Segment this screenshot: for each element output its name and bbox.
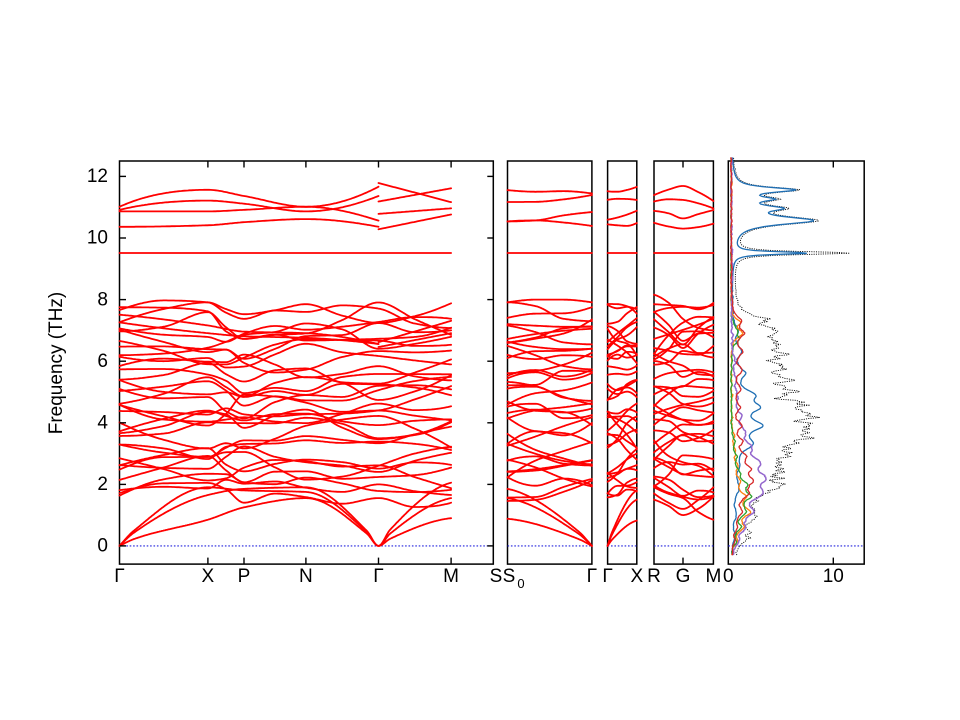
svg-text:0: 0 (517, 576, 524, 591)
svg-text:R: R (647, 566, 661, 587)
svg-text:Frequency (THz): Frequency (THz) (46, 292, 67, 435)
svg-text:10: 10 (823, 566, 844, 587)
svg-text:0: 0 (97, 536, 108, 557)
svg-text:Γ: Γ (114, 566, 124, 587)
svg-text:N: N (299, 566, 313, 587)
svg-text:0: 0 (723, 566, 734, 587)
svg-text:S: S (503, 566, 516, 587)
svg-text:8: 8 (97, 289, 108, 310)
svg-text:Γ: Γ (373, 566, 383, 587)
svg-text:M: M (443, 566, 459, 587)
svg-text:G: G (676, 566, 691, 587)
svg-text:X: X (630, 566, 643, 587)
svg-text:2: 2 (97, 474, 108, 495)
svg-text:Γ: Γ (602, 566, 612, 587)
svg-text:S: S (490, 566, 503, 587)
svg-text:X: X (202, 566, 215, 587)
svg-text:6: 6 (97, 351, 108, 372)
svg-text:P: P (238, 566, 251, 587)
svg-text:12: 12 (87, 166, 108, 187)
svg-text:4: 4 (97, 412, 108, 433)
svg-text:10: 10 (87, 228, 108, 249)
svg-text:Γ: Γ (587, 566, 597, 587)
svg-text:M: M (705, 566, 721, 587)
